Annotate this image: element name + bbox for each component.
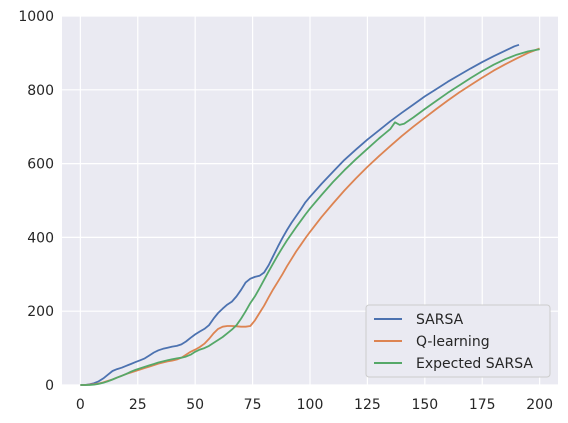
legend-box (365, 304, 551, 378)
y-tick-label: 400 (27, 230, 54, 246)
legend-label: Expected SARSA (416, 356, 533, 372)
legend: SARSA Q-learning Expected SARSA (365, 304, 551, 378)
y-axis-ticks: 0 200 400 600 800 1000 (18, 9, 54, 394)
x-tick-label: 150 (411, 397, 438, 413)
x-tick-label: 25 (129, 397, 147, 413)
x-tick-label: 100 (297, 397, 324, 413)
y-tick-label: 600 (27, 157, 54, 173)
y-tick-label: 1000 (18, 9, 54, 25)
x-tick-label: 75 (244, 397, 262, 413)
legend-label: SARSA (416, 312, 464, 328)
series-line-expected-sarsa (80, 48, 540, 386)
x-tick-label: 125 (354, 397, 381, 413)
x-tick-label: 175 (469, 397, 496, 413)
x-tick-label: 0 (76, 397, 85, 413)
legend-label: Q-learning (416, 334, 490, 350)
x-tick-label: 200 (526, 397, 553, 413)
x-axis-ticks: 0 25 50 75 100 125 150 175 200 (76, 397, 553, 413)
series-line-sarsa (80, 43, 520, 386)
x-tick-label: 50 (186, 397, 204, 413)
series-line-q-learning (80, 47, 540, 386)
y-tick-label: 200 (27, 304, 54, 320)
y-tick-label: 0 (45, 378, 54, 394)
y-tick-label: 800 (27, 83, 54, 99)
series-lines (80, 43, 540, 386)
